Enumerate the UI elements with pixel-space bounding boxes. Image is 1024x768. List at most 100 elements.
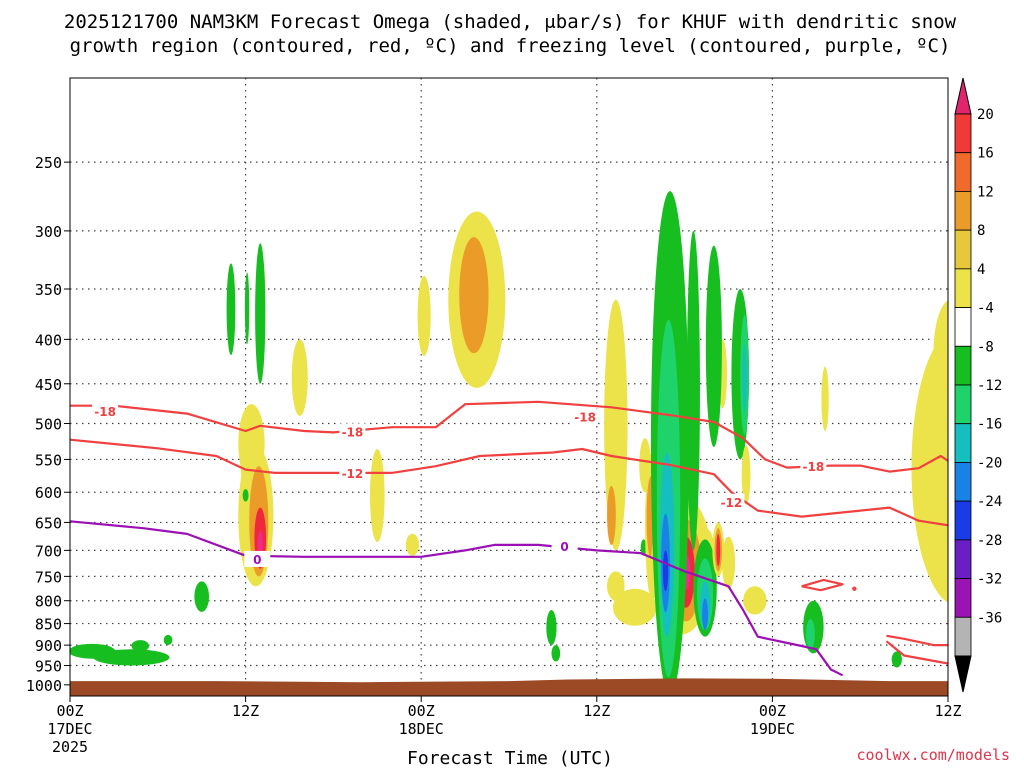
omega-blob-green-45 (674, 283, 687, 371)
colorbar-label-3: 8 (977, 223, 985, 239)
colorbar-segment-3 (954, 191, 972, 231)
y-axis-ticks: 250 300 350 400 450 500 550 600 650 700 750 800 850 9… (26, 154, 70, 695)
y-tick-label-800: 800 (35, 593, 62, 611)
omega-blob-yellow-18 (417, 275, 431, 356)
freezing-level-label-1: 0 (560, 540, 568, 554)
chart-title-line2: growth region (contoured, red, ºC) and f… (70, 35, 951, 57)
omega-blob-red-54 (716, 533, 721, 567)
freezing-level-label-0: 0 (253, 553, 261, 567)
omega-blob-green-11 (242, 489, 249, 502)
colorbar-segment-7 (954, 345, 972, 386)
colorbar-segment-13 (954, 578, 972, 618)
isotherm-m18-label-bg-1 (339, 423, 366, 440)
omega-blob-green-64 (891, 651, 902, 668)
isotherm-m18-label-bg-2 (572, 408, 599, 425)
omega-blob-green-47 (705, 245, 722, 447)
x-tick-year-0: 2025 (52, 738, 88, 756)
colorbar-segment-5 (954, 268, 972, 308)
isotherm-m12-label-bg-0 (339, 465, 366, 482)
omega-blob-yellow-27 (612, 588, 657, 626)
colorbar-segment-1 (954, 113, 972, 154)
omega-blob-green-10 (255, 243, 266, 384)
y-tick-label-850: 850 (35, 616, 62, 634)
isotherm-m12-label-bg-1 (718, 493, 745, 510)
colorbar-label-5: -4 (977, 301, 994, 317)
x-tick-date-0: 17DEC (47, 720, 92, 738)
colorbar-segment-2 (954, 152, 972, 192)
colorbar-label-13: -36 (977, 610, 1002, 626)
omega-blob-orange-21 (459, 237, 489, 354)
plot-frame (69, 77, 949, 697)
omega-blob-cyan-58 (742, 344, 747, 413)
isotherm-low2-line (885, 640, 948, 665)
colorbar-segment-14 (954, 616, 972, 657)
omega-blob-yellow-2 (291, 339, 308, 416)
credit-text: coolwx.com/models (856, 746, 1010, 764)
omega-blob-yellow-66 (933, 300, 948, 408)
terrain-surface (70, 678, 948, 696)
colorbar-label-8: -16 (977, 417, 1002, 433)
colorbar-segment-11 (954, 500, 972, 541)
isotherm-m18-label-1: -18 (342, 425, 364, 439)
colorbar-segment-12 (954, 539, 972, 579)
y-tick-label-250: 250 (35, 154, 62, 172)
y-tick-label-550: 550 (35, 451, 62, 469)
isotherm-m18-label-bg-0 (92, 403, 119, 420)
colorbar-segment-8 (954, 384, 972, 425)
omega-blob-yellow-19 (405, 533, 420, 556)
x-tick-label-0: 00Z (56, 702, 83, 720)
y-tick-label-1000: 1000 (26, 677, 62, 695)
colorbar-label-1: 16 (977, 146, 994, 162)
x-tick-date-4: 19DEC (750, 720, 795, 738)
colorbar-segment-9 (954, 423, 972, 463)
omega-blob-yellow-65 (911, 332, 948, 603)
x-tick-label-4: 00Z (759, 702, 786, 720)
y-tick-label-600: 600 (35, 484, 62, 502)
omega-blob-yellow-26 (607, 571, 625, 601)
y-tick-label-900: 900 (35, 637, 62, 655)
y-tick-label-700: 700 (35, 542, 62, 560)
isotherm-m12-line (70, 438, 948, 527)
isotherm-m12-label-1: -12 (721, 496, 743, 510)
contour-lines: -18 -18 -18 -18 -12 -12 0 0 (70, 400, 948, 677)
colorbar-label-11: -28 (977, 533, 1002, 549)
x-tick-label-3: 12Z (583, 702, 610, 720)
terrain-layer (70, 678, 948, 696)
freezing-level-label-bg-0 (244, 550, 271, 567)
omega-blob-green-23 (551, 645, 561, 662)
isotherm-dot (852, 586, 857, 591)
omega-blob-yellow-60 (743, 586, 767, 615)
omega-blob-darkblue-44 (662, 550, 669, 592)
isotherm-m18-line (70, 400, 948, 473)
isotherm-m18-label-bg-3 (800, 457, 827, 474)
isotherm-ring-line (801, 578, 844, 592)
x-tick-label-1: 12Z (232, 702, 259, 720)
x-tick-label-2: 00Z (408, 702, 435, 720)
y-tick-label-950: 950 (35, 658, 62, 676)
y-tick-label-500: 500 (35, 415, 62, 433)
colorbar: 20 16 12 8 4 -4 -8 -12 -16 -20 -24 -28 -32 -36 (954, 77, 1002, 693)
x-tick-label-5: 12Z (934, 702, 961, 720)
omega-blob-green-46 (686, 230, 700, 551)
y-tick-label-300: 300 (35, 223, 62, 241)
omega-blob-yellow-17 (369, 449, 385, 543)
omega-shading (70, 191, 948, 696)
omega-blob-green-14 (93, 649, 170, 666)
isotherm-m18-label-3: -18 (803, 460, 825, 474)
colorbar-label-12: -32 (977, 572, 1002, 588)
omega-blob-green-8 (226, 263, 236, 356)
y-tick-label-400: 400 (35, 331, 62, 349)
x-axis-label: Forecast Time (UTC) (407, 748, 613, 768)
colorbar-bottom-arrow (954, 655, 972, 693)
y-tick-label-750: 750 (35, 568, 62, 586)
omega-blob-green-9 (244, 272, 250, 345)
colorbar-top-arrow (954, 77, 972, 115)
colorbar-label-9: -20 (977, 455, 1002, 471)
omega-blob-green-16 (163, 634, 173, 646)
colorbar-segment-10 (954, 462, 972, 502)
omega-blob-teal-63 (806, 619, 815, 650)
isotherm-low-line (886, 634, 948, 647)
x-tick-date-2: 18DEC (399, 720, 444, 738)
